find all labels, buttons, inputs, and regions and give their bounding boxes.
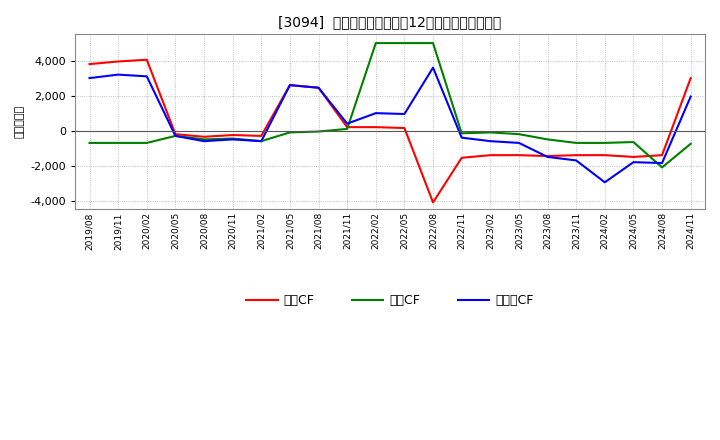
フリーCF xyxy=(658,161,667,166)
フリーCF xyxy=(199,139,208,144)
フリーCF xyxy=(457,135,466,140)
営業CF xyxy=(143,57,151,62)
営業CF xyxy=(457,155,466,161)
フリーCF xyxy=(515,140,523,146)
投資CF xyxy=(658,165,667,170)
フリーCF xyxy=(372,110,380,116)
フリーCF xyxy=(228,137,237,142)
フリーCF xyxy=(314,85,323,90)
営業CF xyxy=(486,153,495,158)
営業CF xyxy=(286,82,294,88)
投資CF xyxy=(314,129,323,134)
Legend: 営業CF, 投資CF, フリーCF: 営業CF, 投資CF, フリーCF xyxy=(241,289,539,312)
フリーCF xyxy=(114,72,122,77)
投資CF xyxy=(543,137,552,142)
営業CF xyxy=(600,153,609,158)
Line: 営業CF: 営業CF xyxy=(89,60,690,202)
営業CF xyxy=(428,200,437,205)
投資CF xyxy=(486,130,495,135)
投資CF xyxy=(372,40,380,46)
投資CF xyxy=(600,140,609,146)
営業CF xyxy=(171,132,180,137)
フリーCF xyxy=(400,111,409,117)
営業CF xyxy=(572,153,580,158)
投資CF xyxy=(228,136,237,141)
投資CF xyxy=(400,40,409,46)
投資CF xyxy=(686,141,695,147)
投資CF xyxy=(286,130,294,135)
投資CF xyxy=(114,140,122,146)
営業CF xyxy=(228,132,237,138)
フリーCF xyxy=(257,139,266,144)
投資CF xyxy=(515,132,523,137)
投資CF xyxy=(199,137,208,142)
営業CF xyxy=(314,85,323,90)
投資CF xyxy=(428,40,437,46)
Y-axis label: （百万円）: （百万円） xyxy=(15,105,25,139)
フリーCF xyxy=(428,65,437,70)
営業CF xyxy=(543,154,552,159)
営業CF xyxy=(85,62,94,67)
営業CF xyxy=(343,125,351,130)
フリーCF xyxy=(572,158,580,163)
Line: フリーCF: フリーCF xyxy=(89,68,690,182)
投資CF xyxy=(171,133,180,139)
フリーCF xyxy=(629,160,638,165)
フリーCF xyxy=(286,82,294,88)
フリーCF xyxy=(343,121,351,126)
フリーCF xyxy=(171,133,180,139)
投資CF xyxy=(629,139,638,145)
投資CF xyxy=(572,140,580,146)
投資CF xyxy=(257,139,266,144)
投資CF xyxy=(343,126,351,132)
営業CF xyxy=(629,154,638,160)
営業CF xyxy=(400,125,409,131)
フリーCF xyxy=(600,180,609,185)
フリーCF xyxy=(686,94,695,99)
フリーCF xyxy=(85,76,94,81)
投資CF xyxy=(143,140,151,146)
フリーCF xyxy=(486,139,495,144)
投資CF xyxy=(85,140,94,146)
営業CF xyxy=(257,133,266,139)
営業CF xyxy=(114,59,122,64)
投資CF xyxy=(457,131,466,136)
営業CF xyxy=(686,76,695,81)
営業CF xyxy=(658,153,667,158)
フリーCF xyxy=(143,74,151,79)
営業CF xyxy=(372,125,380,130)
フリーCF xyxy=(543,154,552,160)
営業CF xyxy=(515,153,523,158)
Line: 投資CF: 投資CF xyxy=(89,43,690,168)
営業CF xyxy=(199,134,208,139)
Title: [3094]  キャッシュフローの12か月移動合計の推移: [3094] キャッシュフローの12か月移動合計の推移 xyxy=(279,15,502,29)
